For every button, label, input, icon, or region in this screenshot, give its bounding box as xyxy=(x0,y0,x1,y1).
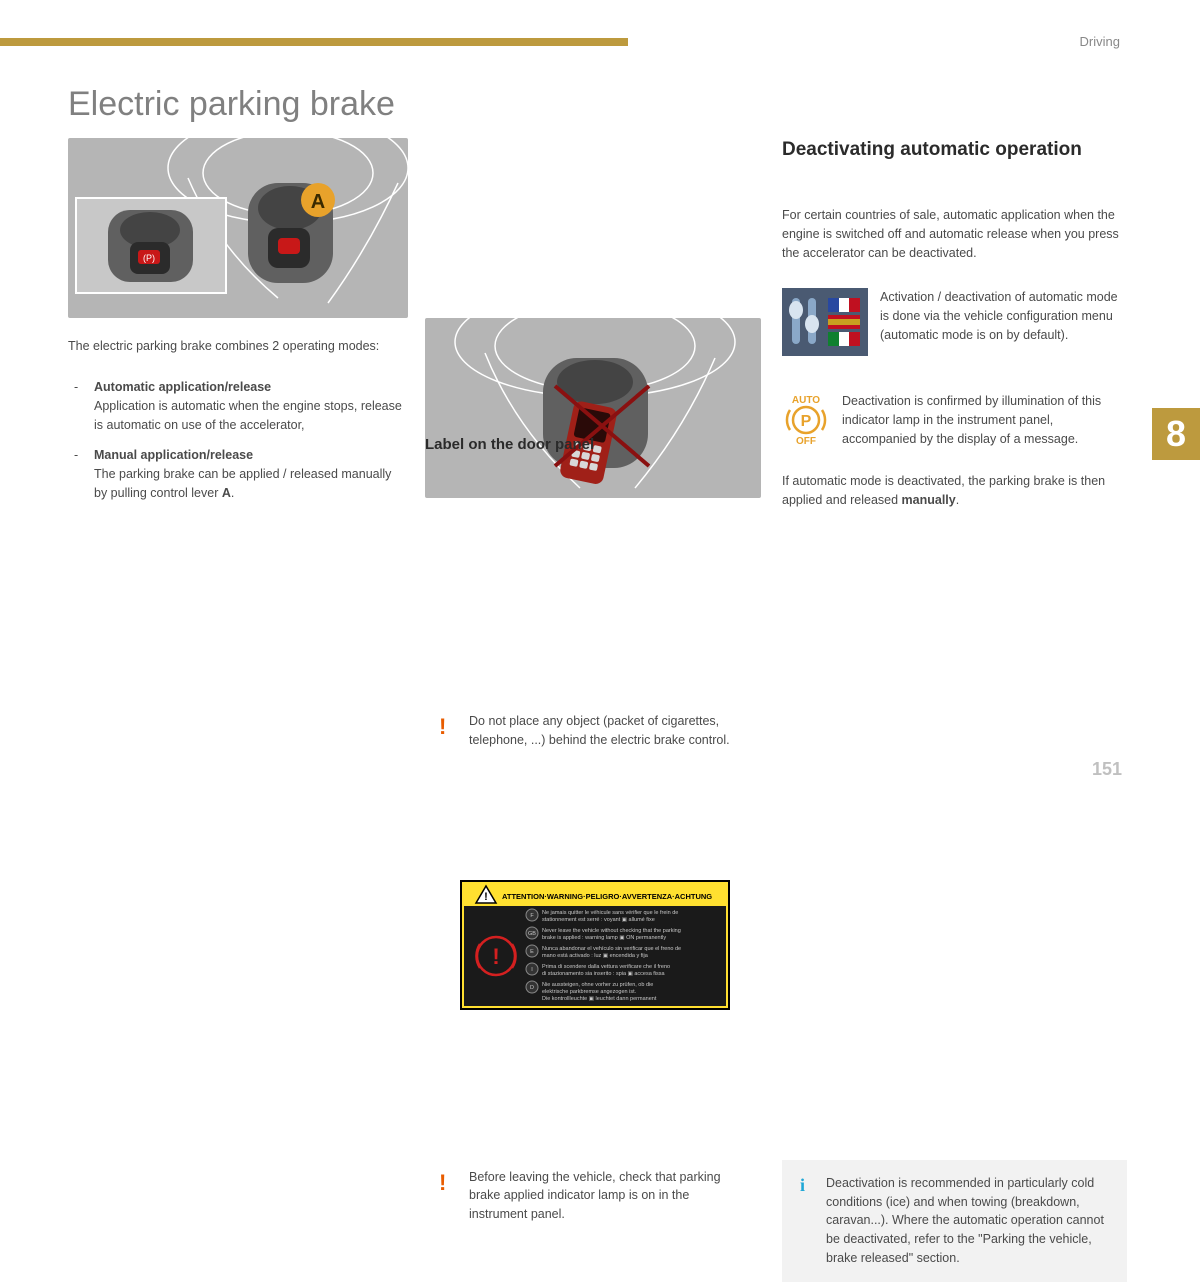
svg-text:Ne jamais quitter le véhicule: Ne jamais quitter le véhicule sans vérif… xyxy=(542,910,678,916)
svg-text:di stazionamento sia inserito: di stazionamento sia inserito : spia ▣ a… xyxy=(542,971,666,977)
deactivating-intro: For certain countries of sale, automatic… xyxy=(782,206,1127,262)
mode-manual-desc-pre: The parking brake can be applied / relea… xyxy=(94,467,391,500)
svg-text:(P): (P) xyxy=(143,253,155,263)
chapter-tab: 8 xyxy=(1152,408,1200,460)
svg-text:Never leave the vehicle withou: Never leave the vehicle without checking… xyxy=(542,928,681,934)
svg-text:elektrische parkbremse angezog: elektrische parkbremse angezogen ist. xyxy=(542,989,637,995)
svg-text:!: ! xyxy=(492,944,499,969)
warning-icon: ! xyxy=(439,710,446,743)
svg-text:Die kontrollleuchte ▣ leuchtet: Die kontrollleuchte ▣ leuchtet dann perm… xyxy=(542,996,657,1002)
mode-item-auto: Automatic application/release Applicatio… xyxy=(68,378,408,434)
svg-text:Nie aussteigen, ohne vorher zu: Nie aussteigen, ohne vorher zu prüfen, o… xyxy=(542,982,653,988)
mode-manual-title: Manual application/release xyxy=(94,448,253,462)
warning-check-lamp: ! Before leaving the vehicle, check that… xyxy=(425,1158,761,1234)
svg-text:stationnement est serré : voya: stationnement est serré : voyant ▣ allum… xyxy=(542,917,655,923)
svg-text:OFF: OFF xyxy=(796,436,816,446)
door-panel-warning-label: ! ATTENTION·WARNING·PELIGRO·AVVERTENZA·A… xyxy=(460,880,730,1010)
svg-text:AUTO: AUTO xyxy=(792,395,820,406)
svg-text:Prima di scendere dalla vettur: Prima di scendere dalla vettura verifica… xyxy=(542,964,670,970)
svg-text:brake is applied : warning lam: brake is applied : warning lamp ▣ ON per… xyxy=(542,935,666,941)
header-accent-bar xyxy=(0,38,628,46)
svg-text:!: ! xyxy=(484,891,488,903)
mode-manual-lever: A xyxy=(222,486,231,500)
page-title: Electric parking brake xyxy=(68,85,395,124)
page-number: 151 xyxy=(1092,759,1122,780)
modes-list: Automatic application/release Applicatio… xyxy=(68,378,408,515)
no-objects-illustration xyxy=(425,318,761,498)
manual-note-post: . xyxy=(956,493,959,507)
label-heading: Label on the door panel xyxy=(425,436,761,453)
mode-manual-desc-post: . xyxy=(231,486,234,500)
svg-text:Nunca abandonar el vehículo si: Nunca abandonar el vehículo sin verifica… xyxy=(542,946,681,952)
info-icon: i xyxy=(800,1172,805,1199)
warning-check-lamp-text: Before leaving the vehicle, check that p… xyxy=(469,1170,721,1222)
info-deactivation-recommended: i Deactivation is recommended in particu… xyxy=(782,1160,1127,1282)
config-menu-icon xyxy=(782,288,868,356)
warning-icon: ! xyxy=(439,1166,446,1199)
auto-off-text: Deactivation is confirmed by illuminatio… xyxy=(842,392,1127,448)
deactivating-title: Deactivating automatic operation xyxy=(782,138,1127,162)
modes-intro: The electric parking brake combines 2 op… xyxy=(68,337,408,356)
manual-note-bold: manually xyxy=(902,493,956,507)
info-text: Deactivation is recommended in particula… xyxy=(826,1176,1104,1265)
manual-note: If automatic mode is deactivated, the pa… xyxy=(782,472,1127,510)
brake-lever-illustration: A (P) xyxy=(68,138,408,318)
figure-brake-lever: A (P) xyxy=(68,138,408,318)
svg-text:P: P xyxy=(801,413,812,430)
warning-no-objects: ! Do not place any object (packet of cig… xyxy=(425,702,761,760)
svg-text:mano está activado : luz ▣ enc: mano está activado : luz ▣ encendida y f… xyxy=(542,953,649,959)
figure-no-objects xyxy=(425,318,761,498)
auto-off-row: AUTO P OFF Deactivation is confirmed by … xyxy=(782,392,1127,448)
mode-auto-desc: Application is automatic when the engine… xyxy=(94,399,402,432)
svg-text:A: A xyxy=(311,191,325,213)
mode-auto-title: Automatic application/release xyxy=(94,380,271,394)
warning-no-objects-text: Do not place any object (packet of cigar… xyxy=(469,714,730,747)
svg-text:ATTENTION·WARNING·PELIGRO·AVVE: ATTENTION·WARNING·PELIGRO·AVVERTENZA·ACH… xyxy=(502,892,712,901)
svg-text:D: D xyxy=(530,985,534,991)
section-label: Driving xyxy=(1080,34,1120,49)
config-menu-row: Activation / deactivation of automatic m… xyxy=(782,288,1127,356)
mode-item-manual: Manual application/release The parking b… xyxy=(68,446,408,502)
svg-text:E: E xyxy=(530,949,534,955)
svg-text:GB: GB xyxy=(528,931,536,937)
config-menu-text: Activation / deactivation of automatic m… xyxy=(880,288,1127,344)
auto-p-off-icon: AUTO P OFF xyxy=(782,392,830,446)
